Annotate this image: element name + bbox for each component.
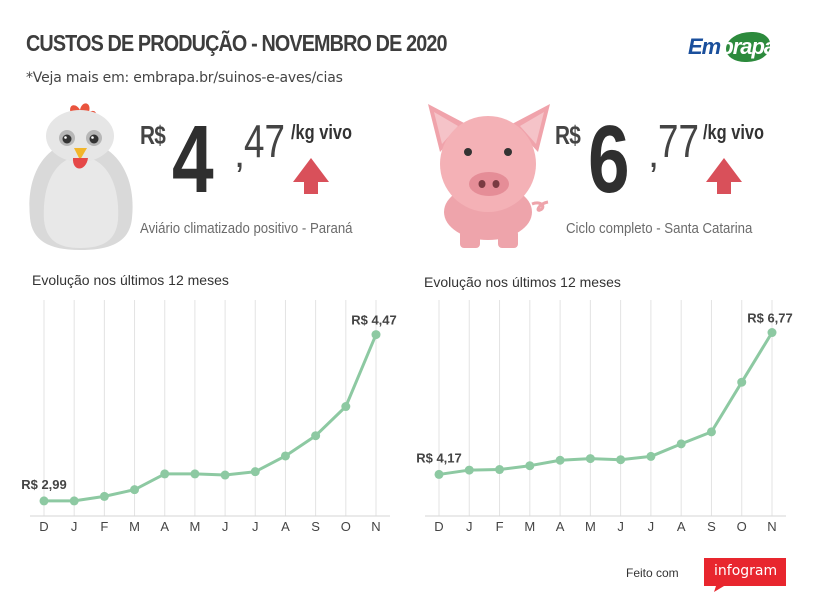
chicken-tick-label: F bbox=[100, 519, 108, 534]
chicken-data-point bbox=[160, 469, 170, 479]
chicken-tick-label: J bbox=[252, 519, 259, 534]
chicken-tick-label: M bbox=[189, 519, 200, 534]
pig-unit: /kg vivo bbox=[703, 122, 765, 144]
made-with-label: Feito com bbox=[626, 566, 679, 580]
chicken-data-point bbox=[190, 469, 200, 479]
chicken-price-integer: 4 bbox=[172, 106, 214, 213]
logo-wordmark: Embrapa bbox=[688, 34, 776, 59]
chicken-data-point bbox=[99, 491, 109, 501]
pig-data-point bbox=[525, 461, 535, 471]
chicken-illustration bbox=[29, 103, 133, 250]
page-title: CUSTOS DE PRODUÇÃO - NOVEMBRO DE 2020 bbox=[26, 30, 448, 56]
pig-data-point bbox=[706, 427, 716, 437]
pig-data-point bbox=[676, 439, 686, 449]
chicken-last-value-label: R$ 4,47 bbox=[351, 313, 397, 328]
pig-data-point bbox=[646, 451, 656, 461]
logo-swoosh-shape bbox=[726, 32, 770, 62]
pig-data-point bbox=[464, 465, 474, 475]
pig-tick-label: J bbox=[648, 519, 655, 534]
pig-tick-label: S bbox=[707, 519, 716, 534]
pig-tick-label: M bbox=[524, 519, 535, 534]
pig-illustration bbox=[428, 104, 550, 248]
infogram-brand: infogram bbox=[714, 563, 778, 579]
pig-tick-label: J bbox=[617, 519, 624, 534]
pig-tick-label: A bbox=[677, 519, 686, 534]
chicken-series-line bbox=[44, 334, 378, 503]
embrapa-logo[interactable]: Embrapa bbox=[688, 28, 788, 68]
chicken-data-point bbox=[371, 330, 381, 340]
pig-tick-label: N bbox=[767, 519, 776, 534]
pig-data-point bbox=[555, 455, 565, 465]
pig-price-comma: , bbox=[648, 132, 660, 176]
pig-tick-label: O bbox=[737, 519, 747, 534]
chicken-tick-label: J bbox=[222, 519, 229, 534]
pig-data-point bbox=[737, 377, 747, 387]
pig-price-integer: 6 bbox=[588, 106, 630, 213]
chicken-tick-label: D bbox=[39, 519, 48, 534]
pig-first-value-label: R$ 4,17 bbox=[416, 450, 462, 465]
source-note: *Veja mais em: embrapa.br/suinos-e-aves/… bbox=[26, 70, 343, 86]
chicken-data-point bbox=[280, 451, 290, 461]
chicken-tick-label: J bbox=[71, 519, 78, 534]
chicken-caption: Aviário climatizado positivo - Paraná bbox=[140, 220, 353, 237]
pig-tick-label: F bbox=[496, 519, 504, 534]
chicken-data-point bbox=[130, 485, 140, 495]
pig-trend-up-icon bbox=[706, 158, 742, 194]
pig-currency: R$ bbox=[555, 120, 581, 150]
chicken-data-point bbox=[341, 402, 351, 412]
chicken-tick-label: M bbox=[129, 519, 140, 534]
chicken-unit: /kg vivo bbox=[291, 122, 353, 144]
chicken-tick-label: O bbox=[341, 519, 351, 534]
chicken-price-comma: , bbox=[234, 132, 246, 176]
pig-chart-title: Evolução nos últimos 12 meses bbox=[424, 274, 621, 290]
chicken-price-decimals: 47 bbox=[244, 115, 285, 167]
pig-data-point bbox=[585, 454, 595, 464]
chicken-first-value-label: R$ 2,99 bbox=[21, 477, 67, 492]
chicken-tick-label: S bbox=[311, 519, 320, 534]
pig-data-point bbox=[495, 465, 505, 475]
chicken-data-point bbox=[220, 470, 230, 480]
pig-tick-label: A bbox=[556, 519, 565, 534]
pig-caption: Ciclo completo - Santa Catarina bbox=[566, 220, 753, 237]
pig-tick-label: M bbox=[585, 519, 596, 534]
pig-series-line bbox=[438, 331, 774, 476]
chicken-trend-up-icon bbox=[293, 158, 329, 194]
infogram-badge[interactable]: infogram bbox=[704, 558, 786, 592]
chicken-tick-label: A bbox=[160, 519, 169, 534]
pig-last-value-label: R$ 6,77 bbox=[747, 311, 793, 326]
pig-tick-label: D bbox=[434, 519, 443, 534]
pig-data-point bbox=[616, 455, 626, 465]
chicken-data-point bbox=[311, 431, 321, 441]
chicken-tick-label: N bbox=[371, 519, 380, 534]
pig-data-point bbox=[434, 469, 444, 479]
chicken-data-point bbox=[250, 467, 260, 477]
chicken-currency: R$ bbox=[140, 120, 166, 150]
infogram-badge-shape bbox=[704, 558, 786, 592]
chicken-data-point bbox=[39, 496, 49, 506]
pig-price-decimals: 77 bbox=[658, 115, 699, 167]
chicken-data-point bbox=[69, 496, 79, 506]
pig-tick-label: J bbox=[466, 519, 473, 534]
chicken-tick-label: A bbox=[281, 519, 290, 534]
pig-data-point bbox=[767, 328, 777, 338]
chicken-chart-title: Evolução nos últimos 12 meses bbox=[32, 272, 229, 288]
